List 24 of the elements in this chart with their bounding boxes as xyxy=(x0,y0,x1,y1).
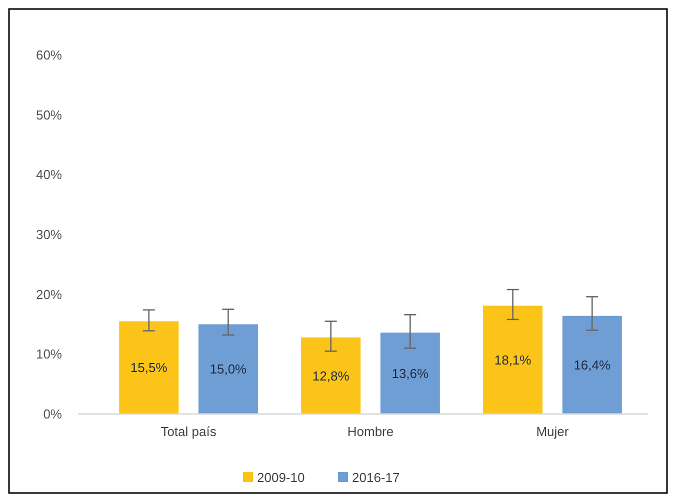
bar xyxy=(380,332,440,414)
bar xyxy=(301,337,361,414)
bar xyxy=(562,316,622,414)
legend-label: 2009-10 xyxy=(257,470,305,485)
bar xyxy=(483,306,543,414)
y-tick-label: 60% xyxy=(36,48,62,63)
y-tick-label: 40% xyxy=(36,167,62,182)
data-label: 18,1% xyxy=(494,352,532,368)
y-tick-label: 10% xyxy=(36,346,62,362)
data-label: 13,6% xyxy=(392,366,430,381)
x-tick-label: Mujer xyxy=(536,424,570,439)
y-tick-label: 50% xyxy=(36,107,62,122)
y-tick-label: 20% xyxy=(36,286,62,302)
y-tick-label: 30% xyxy=(36,227,62,242)
legend-label: 2016-17 xyxy=(352,470,400,485)
x-tick-label: Hombre xyxy=(347,424,394,439)
bar xyxy=(198,324,258,414)
data-label: 15,5% xyxy=(130,360,168,376)
x-tick-label: Total país xyxy=(160,424,217,439)
data-label: 15,0% xyxy=(210,362,248,377)
y-tick-label: 0% xyxy=(43,406,62,422)
bar xyxy=(119,321,179,414)
data-label: 12,8% xyxy=(312,368,350,384)
data-label: 16,4% xyxy=(574,357,611,372)
